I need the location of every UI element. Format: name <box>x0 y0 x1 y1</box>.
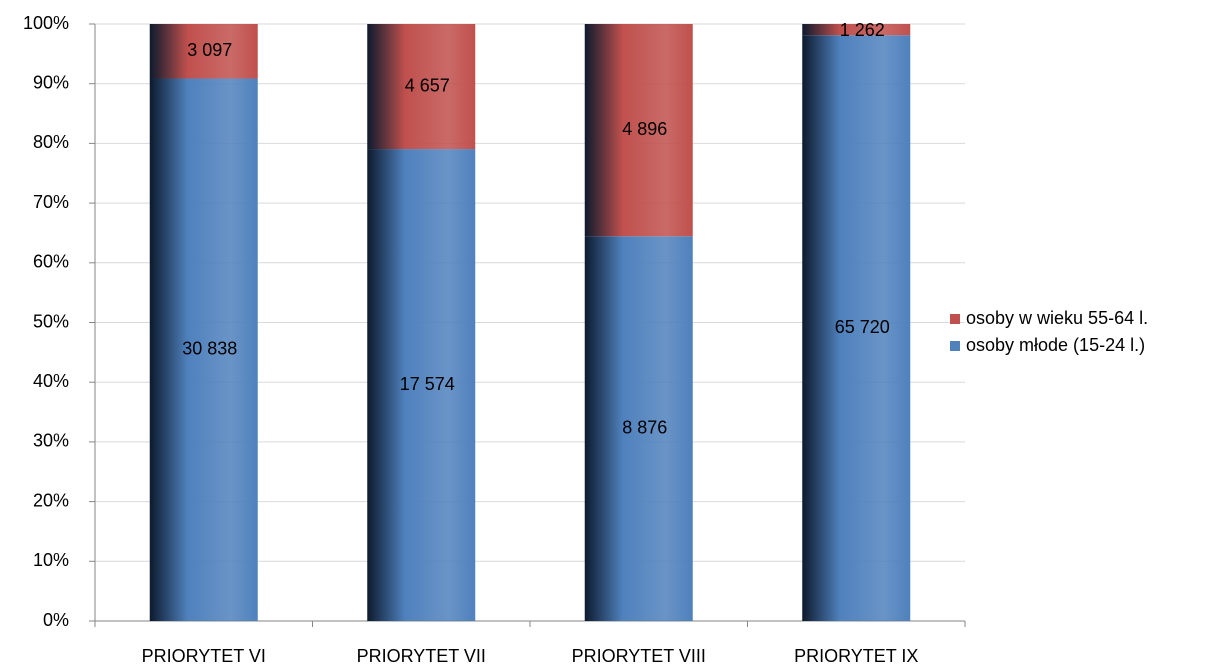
bar-segment <box>802 24 911 36</box>
legend-swatch <box>950 341 960 351</box>
bar-segment <box>367 24 476 150</box>
x-tick-label: PRIORYTET VIII <box>572 646 706 666</box>
y-tick-label: 50% <box>33 311 69 331</box>
y-tick-label: 80% <box>33 132 69 152</box>
x-tick-label: PRIORYTET VI <box>142 646 266 666</box>
y-tick-label: 70% <box>33 192 69 212</box>
x-tick-label: PRIORYTET VII <box>357 646 486 666</box>
bar-segment <box>584 24 693 237</box>
y-tick-label: 10% <box>33 550 69 570</box>
y-tick-label: 100% <box>23 13 69 33</box>
y-tick-label: 40% <box>33 371 69 391</box>
legend-swatch <box>950 314 960 324</box>
bar-segment <box>149 78 258 622</box>
data-label: 30 838 <box>182 338 237 358</box>
bar-segment <box>802 35 911 622</box>
x-tick-label: PRIORYTET IX <box>794 646 918 666</box>
data-label: 17 574 <box>400 374 455 394</box>
y-tick-label: 20% <box>33 490 69 510</box>
legend-label: osoby w wieku 55-64 l. <box>966 308 1148 328</box>
bar-segment <box>367 149 476 621</box>
y-tick-label: 60% <box>33 252 69 272</box>
data-label: 3 097 <box>187 40 232 60</box>
y-tick-label: 0% <box>43 610 69 630</box>
data-label: 4 896 <box>622 119 667 139</box>
legend-label: osoby młode (15-24 l.) <box>966 335 1145 355</box>
bar-segment <box>584 236 693 621</box>
data-label: 65 720 <box>835 317 890 337</box>
y-tick-label: 90% <box>33 72 69 92</box>
data-label: 8 876 <box>622 417 667 437</box>
data-label: 4 657 <box>405 75 450 95</box>
bar-segment <box>149 24 258 79</box>
y-tick-label: 30% <box>33 431 69 451</box>
data-label: 1 262 <box>840 20 885 40</box>
